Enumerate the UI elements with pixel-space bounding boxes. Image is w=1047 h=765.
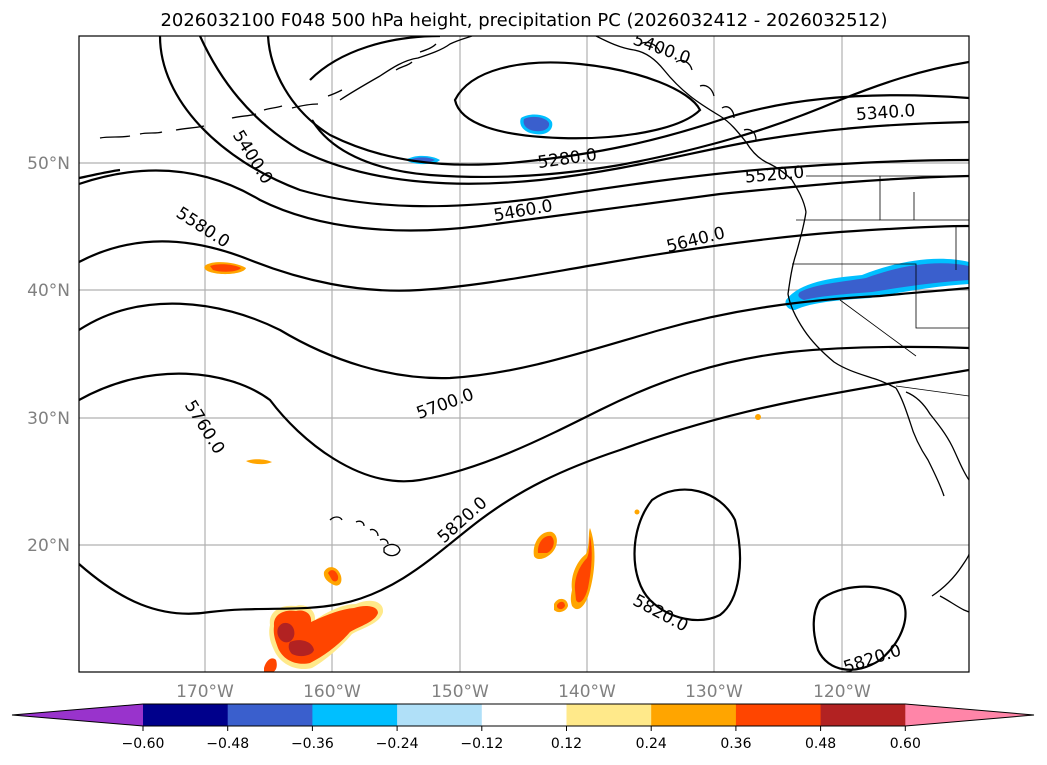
coast-aleutian-1 [291,103,319,109]
colorbar-segment-9 [820,704,906,726]
coast-alaska-bc [595,36,807,213]
precip-speck-central [634,509,640,515]
coast-alaska-peninsula [339,36,473,101]
precip-blob-subtropic-a-core [537,535,554,553]
border-california-oregon-nevada [792,263,969,329]
map-frame [78,35,970,673]
contour-5700 [79,345,969,483]
contour-5340 [198,36,969,185]
precip-blob-central-pacific [246,459,272,465]
precip-blob-kauai-core [328,570,339,582]
colorbar-segment-5 [481,704,567,726]
contour-5280-inner [453,61,702,140]
contour-5820-main [79,368,969,615]
coast-kauai [355,520,365,527]
map-background [79,36,969,672]
lat-label-40n: 40°N [27,281,70,301]
contour-5460 [79,169,969,232]
coast-oahu-maui [369,528,389,545]
colorbar-segment-extend-high [905,704,1034,726]
lon-label-170w: 170°W [176,682,234,702]
coast-gulf-california [905,391,969,481]
colorbar-tick-label-9: 0.60 [890,736,921,752]
contour-5520-stub [79,168,121,180]
colorbar-tick-label-4: −0.12 [460,736,503,752]
colorbar-segment-4 [397,704,483,726]
lon-label-150w: 150°W [431,682,489,702]
precip-band-california-core [798,263,969,300]
precip-fragment-southwest [264,658,277,672]
coast-mexico-south [931,553,969,597]
colorbar-tick-label-0: −0.60 [122,736,165,752]
coast-us-west [787,211,897,389]
precip-blob-gulf-alaska-core [523,116,550,132]
longitude-labels: 170°W 160°W 150°W 140°W 130°W 120°W [176,682,871,702]
lat-label-20n: 20°N [27,536,70,556]
precip-blob-subtropic-c-core [557,601,565,610]
lon-label-160w: 160°W [303,682,361,702]
colorbar-segment-6 [566,704,652,726]
colorbar-segment-2 [227,704,313,726]
contour-5580 [79,224,969,292]
lat-label-30n: 30°N [27,409,70,429]
lat-label-50n: 50°N [27,154,70,174]
precipitation-shading [204,114,969,672]
contour-5820-cell-a [633,488,742,622]
coast-baja-west [895,387,945,497]
colorbar-segment-8 [735,704,822,726]
colorbar-tick-label-3: −0.24 [376,736,419,752]
coastlines [99,36,969,613]
coast-mexico-cape [939,595,969,613]
height-contours [79,36,969,671]
figure-title: 2026032100 F048 500 hPa height, precipit… [160,10,887,31]
precip-blob-subtropic-b-core [574,536,592,603]
border-us-mexico [895,385,969,397]
lon-label-120w: 120°W [813,682,871,702]
colorbar-segment-1 [143,704,229,726]
contour-5460-upper [158,36,969,208]
contour-label-5340: 5340.0 [855,101,916,125]
precip-cluster-hawaii-max-west [277,622,295,643]
coast-big-island [383,543,401,557]
latitude-labels: 50°N 40°N 30°N 20°N [27,154,70,556]
colorbar-tick-label-1: −0.48 [206,736,249,752]
coast-kodiak [395,43,437,71]
precip-speck-east [755,414,761,420]
precip-cluster-hawaii-max-south [288,640,314,657]
coast-niihau [329,516,343,521]
colorbar-segment-3 [312,704,398,726]
colorbar-tick-label-8: 0.48 [805,736,836,752]
colorbar-tick-label-6: 0.24 [636,736,667,752]
coast-aleutian-4 [263,89,343,111]
colorbar-segment-7 [651,704,737,726]
colorbar-tick-label-7: 0.36 [720,736,751,752]
colorbar: −0.60 −0.48 −0.36 −0.24 −0.12 0.12 0.24 0.36 0.4… [11,703,1035,752]
lon-label-130w: 130°W [685,682,743,702]
contour-5640 [79,286,969,380]
precip-blob-west-pacific-core [210,264,241,272]
coast-panhandle-islands [639,41,757,141]
lon-label-140w: 140°W [558,682,616,702]
colorbar-segment-extend-low [12,704,143,726]
colorbar-tick-label-5: 0.12 [551,736,582,752]
contour-5400 [309,36,969,179]
colorbar-tick-label-2: −0.36 [291,736,334,752]
contour-5820-cell-b [812,585,907,671]
